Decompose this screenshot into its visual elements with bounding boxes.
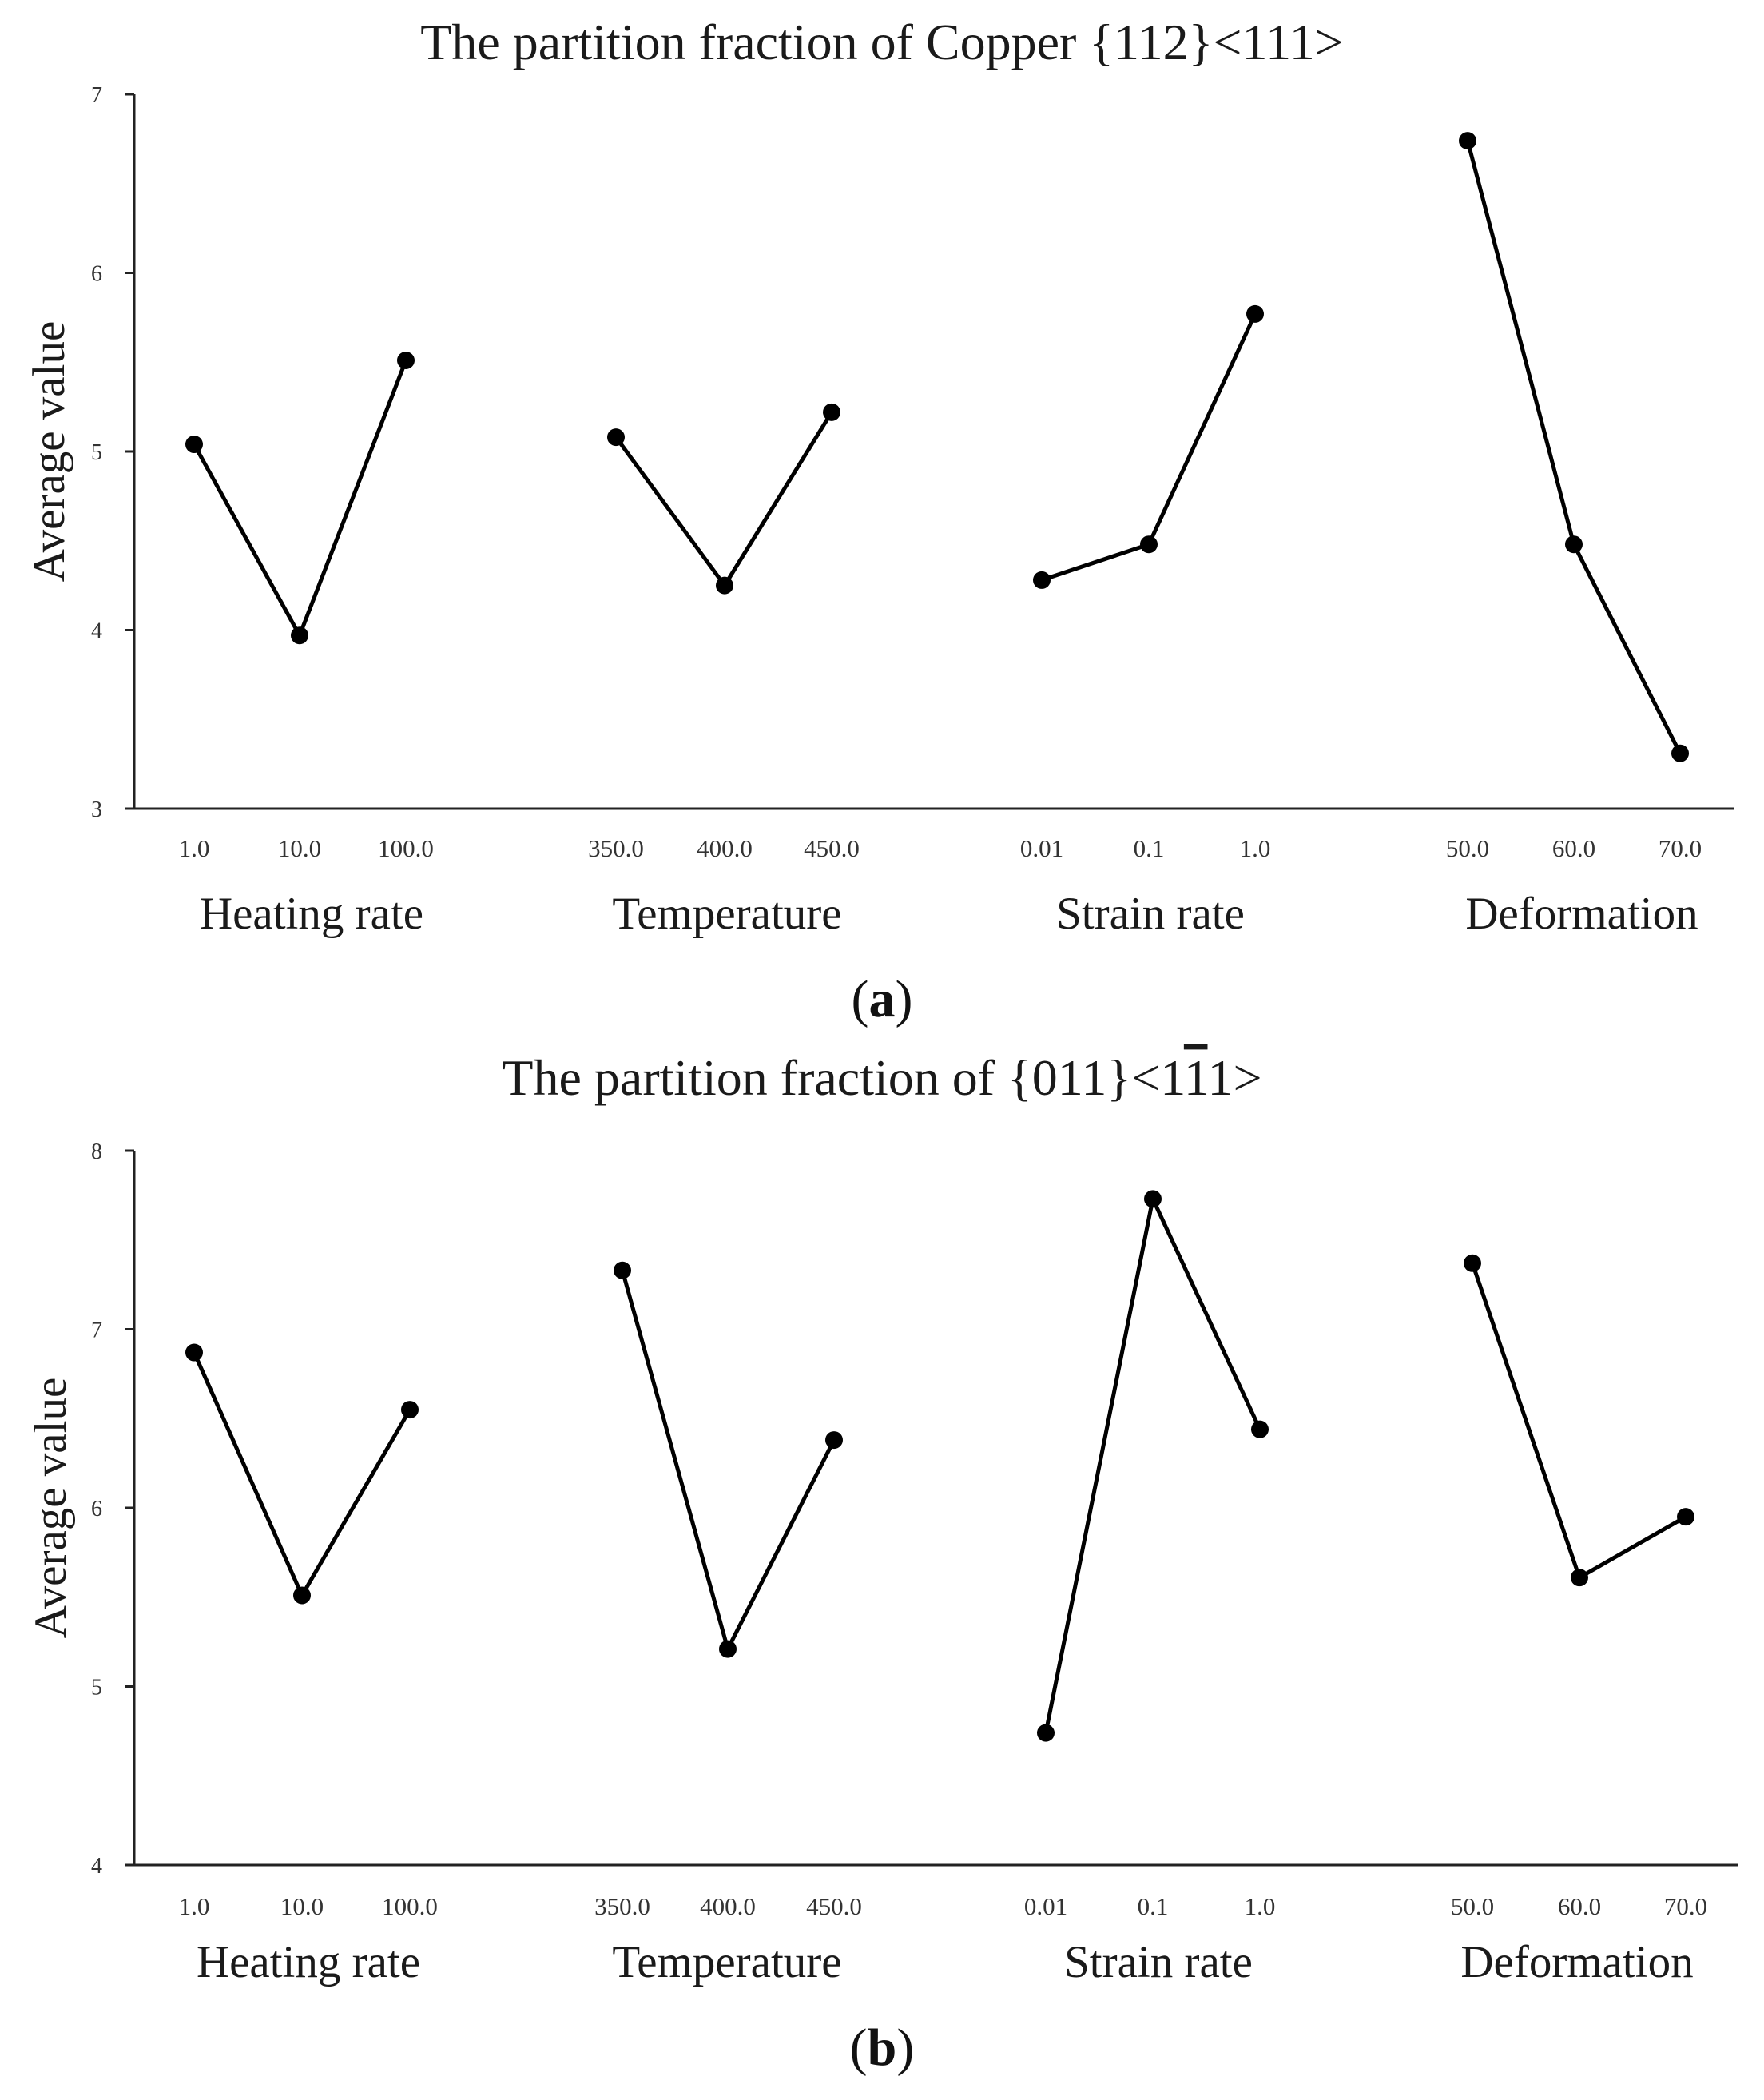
y-tick-label: 7 xyxy=(91,1318,102,1343)
series-line-heating-rate xyxy=(192,1351,412,1598)
series-line-deformation xyxy=(1470,1262,1687,1580)
data-point xyxy=(825,1431,843,1450)
panel-label: (b) xyxy=(850,2018,915,2077)
data-point xyxy=(1671,744,1689,762)
y-axis-label: Average value xyxy=(24,321,74,583)
chart-panel-a: The partition fraction of Copper {112}<1… xyxy=(24,14,1734,1028)
group-label: Strain rate xyxy=(1064,1937,1253,1987)
data-point xyxy=(401,1401,419,1419)
x-tick-label: 350.0 xyxy=(588,834,644,862)
x-tick-label: 60.0 xyxy=(1552,834,1595,862)
data-point xyxy=(1571,1569,1588,1587)
data-point xyxy=(397,352,415,370)
x-tick-label: 400.0 xyxy=(697,834,753,862)
panel-label-close: ) xyxy=(896,2018,914,2077)
group-label: Temperature xyxy=(612,1937,841,1987)
group-label: Strain rate xyxy=(1056,889,1245,939)
x-tick-label: 70.0 xyxy=(1664,1892,1707,1920)
data-point xyxy=(1464,1254,1481,1272)
x-tick-label: 400.0 xyxy=(700,1892,756,1920)
panel-label-open: ( xyxy=(852,970,869,1028)
panel-label-open: ( xyxy=(850,2018,868,2077)
group-label: Temperature xyxy=(612,889,841,939)
data-point xyxy=(1246,304,1264,323)
y-tick-label: 5 xyxy=(91,1676,102,1700)
y-tick-label: 4 xyxy=(91,619,102,644)
x-tick-label: 10.0 xyxy=(280,1892,324,1920)
x-tick-label: 1.0 xyxy=(1245,1892,1276,1920)
x-tick-label: 70.0 xyxy=(1659,834,1702,862)
data-point xyxy=(1565,535,1583,554)
series-line-deformation xyxy=(1465,140,1683,754)
x-tick-label: 1.0 xyxy=(179,1892,210,1920)
series-line-temperature xyxy=(614,411,834,588)
data-point xyxy=(1144,1190,1162,1208)
series-line-temperature xyxy=(620,1270,836,1652)
chart-title-suffix: 1> xyxy=(1207,1049,1261,1106)
data-point xyxy=(185,1343,203,1362)
x-tick-label: 350.0 xyxy=(594,1892,650,1920)
x-tick-label: 50.0 xyxy=(1446,834,1489,862)
data-point xyxy=(1140,535,1158,554)
data-point xyxy=(1037,1724,1055,1742)
data-point xyxy=(614,1261,631,1279)
data-point xyxy=(1459,132,1476,150)
x-tick-label: 0.01 xyxy=(1020,834,1063,862)
x-tick-label: 50.0 xyxy=(1451,1892,1494,1920)
data-point xyxy=(1251,1420,1269,1438)
y-tick-label: 8 xyxy=(91,1139,102,1164)
group-label: Deformation xyxy=(1465,889,1698,939)
chart-panel-b: The partition fraction of {011}<111> 4 5 6 7… xyxy=(26,1049,1738,2077)
series-line-heating-rate xyxy=(192,360,408,638)
y-axis-label: Average value xyxy=(26,1378,76,1639)
y-tick-label: 7 xyxy=(91,83,102,108)
data-point xyxy=(716,576,733,595)
data-point xyxy=(1677,1508,1694,1526)
x-tick-label: 100.0 xyxy=(382,1892,438,1920)
data-point xyxy=(291,626,308,645)
data-point xyxy=(293,1586,311,1605)
data-point xyxy=(1033,571,1051,589)
panel-label-letter: b xyxy=(868,2018,897,2077)
x-tick-label: 450.0 xyxy=(806,1892,862,1920)
data-point xyxy=(607,428,625,447)
x-tick-label: 1.0 xyxy=(1240,834,1271,862)
panel-label: (a) xyxy=(852,970,913,1028)
chart-title-overbar: 1 xyxy=(1184,1049,1208,1106)
data-point xyxy=(185,436,203,454)
chart-title: The partition fraction of {011}<111> xyxy=(502,1049,1261,1106)
x-tick-label: 0.1 xyxy=(1134,834,1165,862)
x-tick-label: 1.0 xyxy=(179,834,210,862)
data-point xyxy=(719,1640,737,1658)
group-label: Heating rate xyxy=(200,889,423,939)
y-tick-label: 6 xyxy=(91,262,102,287)
chart-title: The partition fraction of Copper {112}<1… xyxy=(420,14,1344,70)
y-tick-label: 3 xyxy=(91,797,102,822)
series-line-strain-rate xyxy=(1043,1196,1262,1734)
data-point xyxy=(823,403,840,421)
y-tick-label: 5 xyxy=(91,440,102,465)
panel-label-letter: a xyxy=(869,970,896,1028)
x-tick-label: 450.0 xyxy=(804,834,860,862)
group-label: Deformation xyxy=(1460,1937,1693,1987)
y-tick-label: 4 xyxy=(91,1854,102,1879)
chart-title-text: The partition fraction of {011}<1 xyxy=(502,1049,1183,1106)
group-label: Heating rate xyxy=(197,1937,420,1987)
x-tick-label: 0.01 xyxy=(1024,1892,1067,1920)
x-tick-label: 60.0 xyxy=(1558,1892,1601,1920)
y-tick-label: 6 xyxy=(91,1497,102,1521)
x-tick-label: 100.0 xyxy=(378,834,434,862)
x-tick-label: 10.0 xyxy=(278,834,321,862)
x-tick-label: 0.1 xyxy=(1138,1892,1169,1920)
chart-title-text: The partition fraction of Copper {112}<1… xyxy=(420,14,1344,70)
panel-label-close: ) xyxy=(896,970,913,1028)
